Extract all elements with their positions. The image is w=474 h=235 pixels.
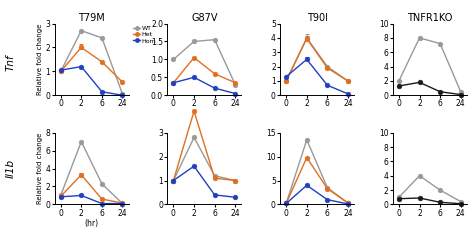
Text: Il1b: Il1b bbox=[5, 158, 16, 178]
Text: Tnf: Tnf bbox=[5, 54, 16, 70]
Y-axis label: Relative fold change: Relative fold change bbox=[36, 24, 43, 95]
Y-axis label: Relative fold change: Relative fold change bbox=[36, 133, 43, 204]
Title: T90I: T90I bbox=[307, 13, 328, 23]
Title: G87V: G87V bbox=[191, 13, 218, 23]
Legend: WT, Het, Hom: WT, Het, Hom bbox=[130, 23, 159, 46]
X-axis label: (hr): (hr) bbox=[84, 219, 99, 228]
Title: TNFR1KO: TNFR1KO bbox=[407, 13, 453, 23]
Title: T79M: T79M bbox=[78, 13, 105, 23]
